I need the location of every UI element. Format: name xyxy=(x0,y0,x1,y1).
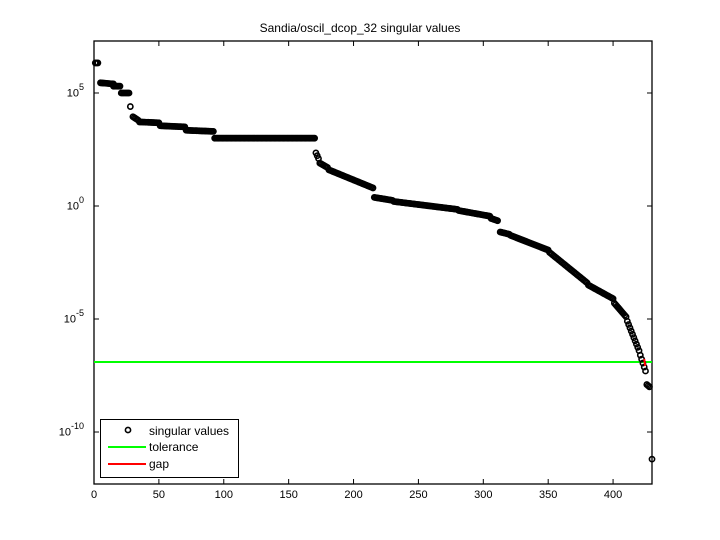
x-tick-label: 200 xyxy=(344,489,363,501)
y-tick-label: 10-10 xyxy=(58,421,84,439)
legend-label: singular values xyxy=(149,424,230,438)
x-tick-label: 350 xyxy=(538,489,558,501)
legend-label: gap xyxy=(149,457,170,471)
x-tick-label: 0 xyxy=(90,489,98,501)
red-line-icon xyxy=(108,463,146,465)
legend-label: tolerance xyxy=(149,440,199,454)
chart-title: Sandia/oscil_dcop_32 singular values xyxy=(259,21,461,35)
x-tick-label: 400 xyxy=(603,489,623,501)
x-tick-label: 300 xyxy=(474,489,493,501)
circle-marker-icon xyxy=(124,426,132,434)
x-tick-label: 250 xyxy=(409,489,428,501)
legend-item-tolerance: tolerance xyxy=(101,440,238,457)
legend-item-singular-values: singular values xyxy=(101,424,238,440)
y-tick-label: 10-5 xyxy=(63,308,84,326)
green-line-icon xyxy=(108,446,146,448)
y-tick-label: 105 xyxy=(66,81,84,100)
y-tick-label: 100 xyxy=(66,194,84,213)
legend-item-gap: gap xyxy=(101,457,238,474)
x-tick-label: 100 xyxy=(214,489,233,501)
legend: singular values tolerance gap xyxy=(100,419,239,478)
x-tick-label: 150 xyxy=(279,489,298,501)
x-tick-label: 50 xyxy=(152,489,165,501)
